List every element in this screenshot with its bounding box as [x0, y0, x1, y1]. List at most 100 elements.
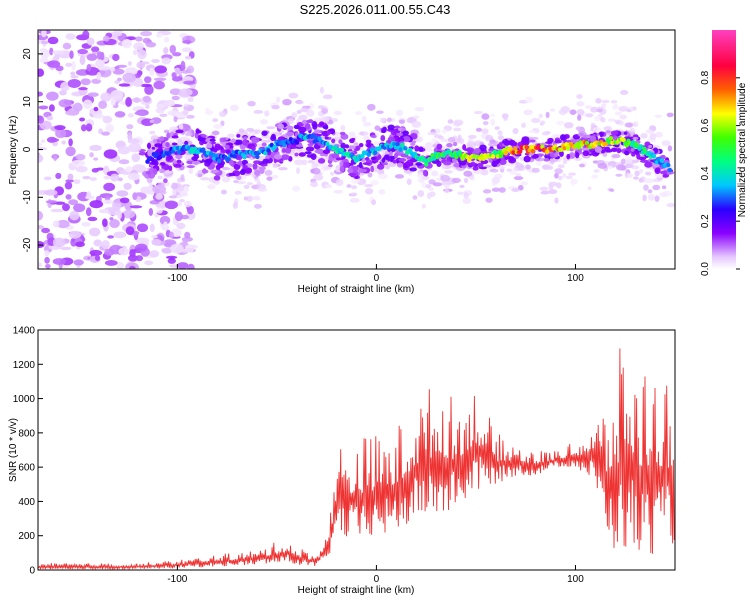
spectrogram-noise-cell [110, 173, 120, 182]
spectrogram-ridge-cell [508, 146, 513, 152]
spectrogram-halo-cell [379, 117, 386, 123]
spectrogram-noise-cell [103, 175, 112, 180]
spectrogram-noise-cell [38, 68, 45, 77]
spectrogram-noise-cell [144, 76, 152, 84]
spectrogram-y-tick-label: 0 [22, 146, 33, 152]
spectrogram-noise-cell [121, 39, 132, 49]
spectrogram-halo-cell [282, 98, 292, 106]
spectrogram-halo-cell [187, 97, 194, 102]
spectrogram-noise-cell [39, 120, 52, 130]
spectrogram-halo-cell [296, 167, 301, 175]
spectrogram-band-cell [390, 129, 398, 136]
spectrogram-noise-cell [181, 70, 190, 74]
spectrogram-halo-cell [155, 107, 165, 114]
spectrogram-band-cell [173, 163, 182, 168]
spectrogram-halo-cell [260, 139, 271, 144]
spectrogram-band-cell [261, 142, 267, 147]
spectrogram-noise-cell [174, 211, 183, 222]
spectrogram-ridge-cell [651, 154, 657, 159]
spectrogram-noise-cell [118, 247, 130, 256]
spectrogram-halo-cell [171, 182, 178, 190]
spectrogram-noise-cell [125, 97, 132, 107]
spectrogram-band-cell [365, 139, 372, 144]
spectrogram-noise-cell [38, 210, 44, 221]
spectrogram-halo-cell [612, 104, 619, 110]
spectrogram-noise-cell [93, 157, 99, 161]
spectrogram-noise-cell [153, 77, 167, 82]
spectrogram-halo-cell [406, 178, 412, 185]
spectrogram-noise-cell [187, 263, 195, 269]
spectrogram-band-cell [525, 155, 530, 162]
spectrogram-halo-cell [354, 111, 363, 115]
spectrogram-band-cell [351, 137, 356, 141]
spectrogram-noise-cell [48, 104, 55, 112]
spectrogram-noise-cell [118, 83, 131, 87]
spectrogram-halo-cell [489, 168, 499, 173]
spectrogram-noise-cell [132, 192, 138, 201]
spectrogram-noise-cell [102, 35, 110, 42]
spectrogram-noise-cell [149, 67, 155, 76]
spectrogram-band-cell [195, 129, 202, 134]
spectrogram-halo-cell [524, 96, 534, 104]
spectrogram-noise-cell [65, 179, 75, 183]
spectrogram-halo-cell [182, 109, 189, 116]
spectrogram-noise-cell [127, 172, 140, 181]
spectrogram-halo-cell [506, 168, 512, 172]
spectrogram-ridge-cell [150, 157, 155, 162]
spectrogram-band-cell [175, 129, 184, 134]
spectrogram-band-cell [479, 144, 487, 151]
spectrogram-x-tick-label: 0 [374, 273, 380, 284]
colorbar-label: Normalized spectral amplitude [737, 82, 748, 217]
spectrogram-halo-cell [447, 119, 454, 124]
spectrogram-halo-cell [319, 86, 325, 94]
snr-x-ticks: -100 0 100 [167, 565, 584, 585]
spectrogram-halo-cell [619, 90, 629, 95]
spectrogram-halo-cell [207, 184, 216, 190]
spectrogram-halo-cell [558, 109, 568, 116]
spectrogram-noise-cell [96, 72, 102, 81]
spectrogram-band-cell [666, 171, 675, 175]
spectrogram-halo-cell [363, 122, 372, 127]
snr-y-tick-label: 800 [18, 428, 35, 439]
spectrogram-band-cell [166, 132, 171, 139]
spectrogram-band-cell [314, 149, 323, 154]
spectrogram-band-cell [159, 136, 165, 142]
spectrogram-halo-cell [246, 195, 253, 202]
spectrogram-halo-cell [386, 117, 392, 123]
spectrogram-band-cell [171, 135, 179, 139]
spectrogram-halo-cell [412, 115, 420, 119]
spectrogram-noise-cell [172, 52, 182, 57]
spectrogram-halo-cell [233, 179, 239, 184]
spectrogram-noise-cell [73, 179, 81, 185]
spectrogram-halo-cell [557, 164, 565, 169]
spectrogram-halo-cell [246, 127, 254, 132]
spectrogram-band-cell [298, 126, 307, 133]
spectrogram-halo-cell [619, 114, 627, 120]
spectrogram-halo-cell [406, 119, 414, 124]
spectrogram-noise-cell [184, 244, 196, 253]
spectrogram-band-cell [446, 143, 453, 148]
spectrogram-halo-cell [624, 122, 633, 128]
spectrogram-band-cell [168, 155, 173, 160]
spectrogram-halo-cell [457, 134, 462, 141]
spectrogram-noise-cell [40, 139, 46, 144]
spectrogram-halo-cell [602, 152, 608, 157]
spectrogram-band-cell [464, 148, 470, 152]
spectrogram-band-cell [639, 159, 649, 163]
spectrogram-noise-cell [38, 225, 45, 229]
spectrogram-halo-cell [288, 92, 299, 99]
spectrogram-halo-cell [364, 183, 373, 188]
spectrogram-noise-cell [55, 172, 62, 179]
spectrogram-ridge-cell [294, 140, 300, 145]
spectrogram-band-cell [575, 151, 580, 159]
spectrogram-halo-cell [525, 164, 531, 170]
spectrogram-halo-cell [155, 193, 163, 200]
spectrogram-halo-cell [647, 189, 653, 194]
spectrogram-ridge-cell [282, 142, 287, 148]
spectrogram-ridge-cell [232, 154, 238, 159]
spectrogram-noise-cell [136, 223, 149, 233]
spectrogram-noise-cell [47, 60, 61, 68]
colorbar-gradient [712, 30, 736, 269]
spectrogram-noise-cell [85, 123, 93, 132]
spectrogram-halo-cell [254, 130, 260, 135]
